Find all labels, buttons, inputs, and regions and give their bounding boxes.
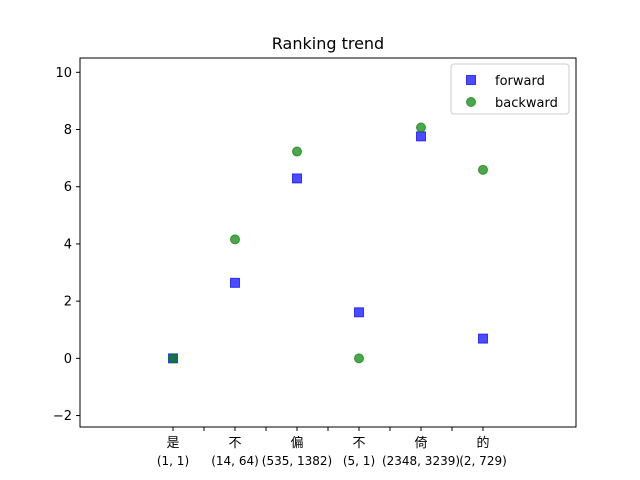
backward-point (168, 353, 178, 364)
y-tick-label: 0 (64, 352, 72, 367)
x-tick-label-glyph: 的 (476, 435, 489, 451)
forward-point (354, 307, 364, 318)
forward-point (230, 277, 240, 288)
legend-label-backward: backward (495, 96, 558, 111)
y-tick-label: 2 (64, 295, 72, 310)
plot-area (79, 57, 577, 428)
forward-point (292, 173, 302, 184)
x-tick-label-glyph: 倚 (414, 436, 427, 451)
y-tick-label: −2 (53, 409, 72, 424)
x-tick-label-pair: (535, 1382) (262, 454, 332, 468)
x-tick-label-glyph: 不 (228, 436, 241, 451)
x-tick-label-glyph: 是 (166, 436, 179, 451)
forward-point (478, 333, 488, 344)
y-tick-label: 6 (64, 180, 72, 195)
x-tick-label-glyph: 不 (352, 436, 365, 451)
legend-marker-forward (466, 75, 476, 85)
x-tick-label-glyph: 偏 (290, 436, 303, 451)
x-tick-label-pair: (2, 729) (459, 454, 507, 468)
y-tick-label: 8 (64, 123, 72, 138)
legend-marker-backward (466, 97, 476, 107)
data-marks (168, 122, 488, 364)
forward-point (416, 131, 426, 142)
y-tick-label: 10 (55, 66, 72, 81)
legend: forward backward (450, 63, 570, 115)
x-axis: 是 (1, 1) 不 (14, 64) 偏 (535, 1382) 不 (5, 1) 倚 (234… (157, 427, 507, 468)
legend-box (450, 63, 570, 115)
backward-point (292, 146, 302, 157)
x-tick-label-pair: (14, 64) (211, 454, 259, 468)
backward-point (478, 164, 488, 175)
x-tick-label-pair: (5, 1) (343, 454, 375, 468)
x-tick-label-pair: (2348, 3239) (382, 454, 460, 468)
backward-point (354, 353, 364, 364)
backward-point (230, 234, 240, 245)
y-axis: −2 0 2 4 6 8 10 (53, 66, 80, 424)
chart-title: Ranking trend (272, 34, 384, 53)
legend-label-forward: forward (495, 74, 545, 89)
y-tick-label: 4 (64, 237, 72, 252)
x-tick-label-pair: (1, 1) (157, 454, 189, 468)
backward-point (416, 122, 426, 133)
